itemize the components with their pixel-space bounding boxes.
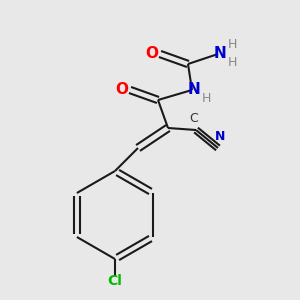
Text: N: N [215,130,225,142]
Text: C: C [190,112,198,124]
Text: H: H [227,56,237,68]
Text: N: N [214,46,226,62]
Text: H: H [227,38,237,50]
Text: O: O [116,82,128,98]
Text: Cl: Cl [108,274,122,288]
Text: H: H [201,92,211,104]
Text: O: O [146,46,158,62]
Text: N: N [188,82,200,98]
